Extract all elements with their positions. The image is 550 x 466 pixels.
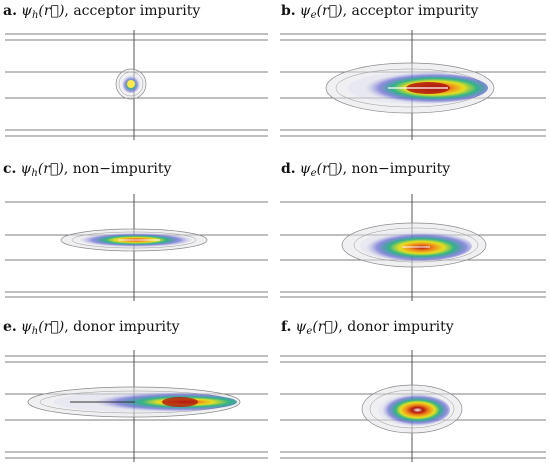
panel-e-subscript: h	[31, 326, 39, 337]
panel-a-plot	[5, 30, 268, 140]
panel-b-rvec: (r⃗)	[316, 3, 343, 19]
panel-e-psi: ψ	[20, 319, 32, 335]
panel-b-title: b. ψe(r⃗), acceptor impurity	[281, 0, 478, 22]
panel-d-subscript: e	[310, 168, 317, 179]
panel-c-subscript: h	[31, 168, 38, 179]
panel-b-orbital	[325, 62, 495, 114]
panel-d-label: , non−impurity	[342, 161, 451, 177]
panel-a-title: a. ψh(r⃗), acceptor impurity	[3, 0, 200, 22]
panel-f-psi: ψ	[295, 319, 307, 335]
panel-a-label: , acceptor impurity	[64, 3, 201, 19]
panel-a-gridlines	[5, 33, 268, 137]
panel-f-rvec: (r⃗)	[312, 319, 339, 335]
panel-b: b. ψe(r⃗), acceptor impurity	[278, 0, 548, 150]
panel-d: d. ψe(r⃗), non−impurity	[278, 158, 548, 308]
panel-e-letter: e.	[3, 319, 17, 335]
panel-e-title: e. ψh(r⃗), donor impurity	[3, 316, 180, 338]
panel-c-title: c. ψh(r⃗), non−impurity	[3, 158, 171, 180]
panel-b-subscript: e	[310, 10, 317, 21]
panel-f-letter: f.	[281, 319, 292, 335]
panel-f-label: , donor impurity	[338, 319, 454, 335]
panel-b-label: , acceptor impurity	[342, 3, 479, 19]
panel-c-plot	[5, 194, 268, 301]
panel-d-rvec: (r⃗)	[316, 161, 343, 177]
panel-f: f. ψe(r⃗), donor impurity	[278, 316, 548, 466]
panel-a-orbital	[115, 68, 147, 100]
panel-e-orbital	[27, 386, 241, 418]
panel-e-rvec: (r⃗)	[38, 319, 65, 335]
panel-f-subscript: e	[306, 326, 313, 337]
panel-d-title: d. ψe(r⃗), non−impurity	[281, 158, 450, 180]
panel-b-letter: b.	[281, 3, 296, 19]
panel-a: a. ψh(r⃗), acceptor impurity	[0, 0, 270, 150]
panel-d-orbital	[341, 222, 487, 268]
panel-c-letter: c.	[3, 161, 17, 177]
panel-e-plot	[5, 350, 268, 462]
panel-f-plot	[280, 350, 546, 462]
panel-e: e. ψh(r⃗), donor impurity	[0, 316, 270, 466]
panel-b-plot	[280, 30, 546, 140]
panel-c-rvec: (r⃗)	[37, 161, 64, 177]
panel-f-orbital	[361, 384, 463, 434]
panel-e-label: , donor impurity	[64, 319, 180, 335]
panel-d-psi: ψ	[299, 161, 311, 177]
panel-a-subscript: h	[31, 10, 39, 21]
panel-c-orbital	[60, 228, 208, 252]
panel-d-letter: d.	[281, 161, 296, 177]
panel-c-label: , non−impurity	[63, 161, 172, 177]
panel-d-plot	[280, 194, 546, 301]
panel-a-rvec: (r⃗)	[38, 3, 65, 19]
panel-a-psi: ψ	[20, 3, 32, 19]
panel-c-psi: ψ	[20, 161, 32, 177]
panel-b-psi: ψ	[299, 3, 311, 19]
panel-f-title: f. ψe(r⃗), donor impurity	[281, 316, 454, 338]
panel-a-letter: a.	[3, 3, 17, 19]
panel-c: c. ψh(r⃗), non−impurity	[0, 158, 270, 308]
